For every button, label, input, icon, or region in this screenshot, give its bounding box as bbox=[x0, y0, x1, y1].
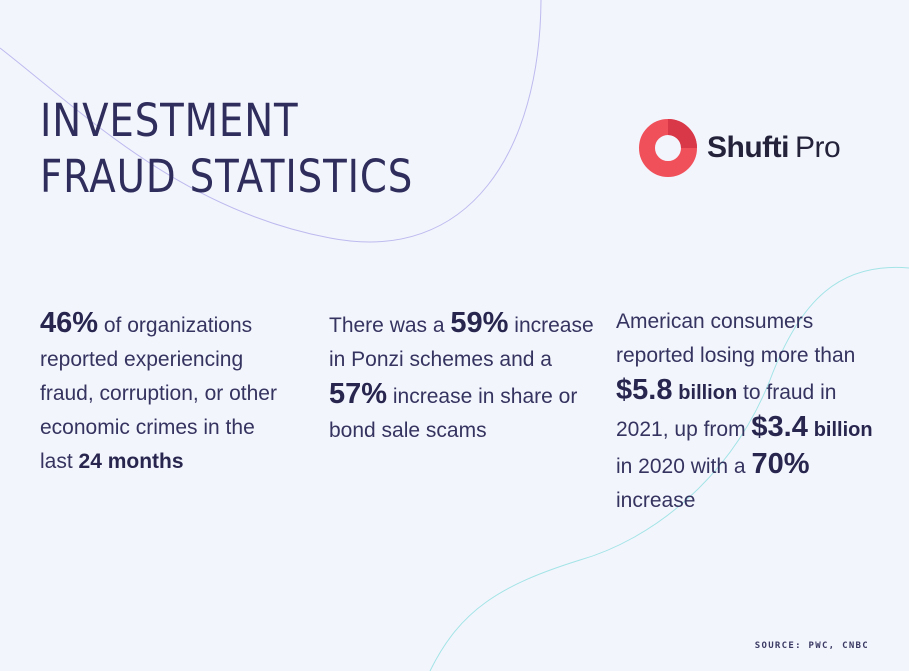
source-note: SOURCE: PWC, CNBC bbox=[754, 641, 869, 651]
stat-unit: billion bbox=[678, 382, 738, 404]
title-line-2: FRAUD STATISTICS bbox=[40, 150, 414, 203]
stat-text: in 2020 with a bbox=[616, 455, 752, 478]
stat-figure: 57% bbox=[329, 378, 388, 410]
logo-wordmark: Shufti Pro bbox=[707, 131, 841, 165]
stat-text: increase in Ponzi schemes and a bbox=[329, 314, 594, 371]
stat-text: increase in share or bond sale scams bbox=[329, 385, 578, 442]
stat-figure: 46% bbox=[40, 307, 99, 339]
stat-figure: $5.8 bbox=[616, 374, 673, 406]
logo-word-shufti: Shufti bbox=[707, 131, 789, 164]
stat-text: There was a bbox=[329, 314, 451, 337]
page-title: INVESTMENT FRAUD STATISTICS bbox=[40, 93, 413, 205]
stat-figure: 59% bbox=[450, 307, 509, 339]
teal-curve bbox=[429, 266, 909, 671]
logo-word-pro: Pro bbox=[794, 131, 841, 164]
purple-curve bbox=[0, 0, 542, 243]
stat-figure: 70% bbox=[751, 448, 810, 480]
shufti-pro-ring-icon bbox=[639, 119, 697, 177]
stat-organizations-fraud: 46% of organizations reported experienci… bbox=[40, 306, 290, 479]
stat-text: increase bbox=[616, 489, 696, 512]
stat-unit: billion bbox=[813, 419, 873, 441]
stat-ponzi-schemes: There was a 59% increase in Ponzi scheme… bbox=[329, 306, 594, 448]
stat-consumer-losses: American consumers reported losing more … bbox=[616, 305, 886, 518]
stat-text: American consumers reported losing more … bbox=[616, 310, 856, 367]
stat-text: of organizations reported experiencing f… bbox=[40, 314, 277, 473]
stat-emphasis: 24 months bbox=[78, 450, 184, 473]
stat-text: to fraud in 2021, up from bbox=[616, 381, 837, 441]
brand-logo: Shufti Pro bbox=[639, 116, 841, 180]
stat-figure: $3.4 bbox=[751, 411, 808, 443]
title-line-1: INVESTMENT bbox=[40, 94, 299, 147]
